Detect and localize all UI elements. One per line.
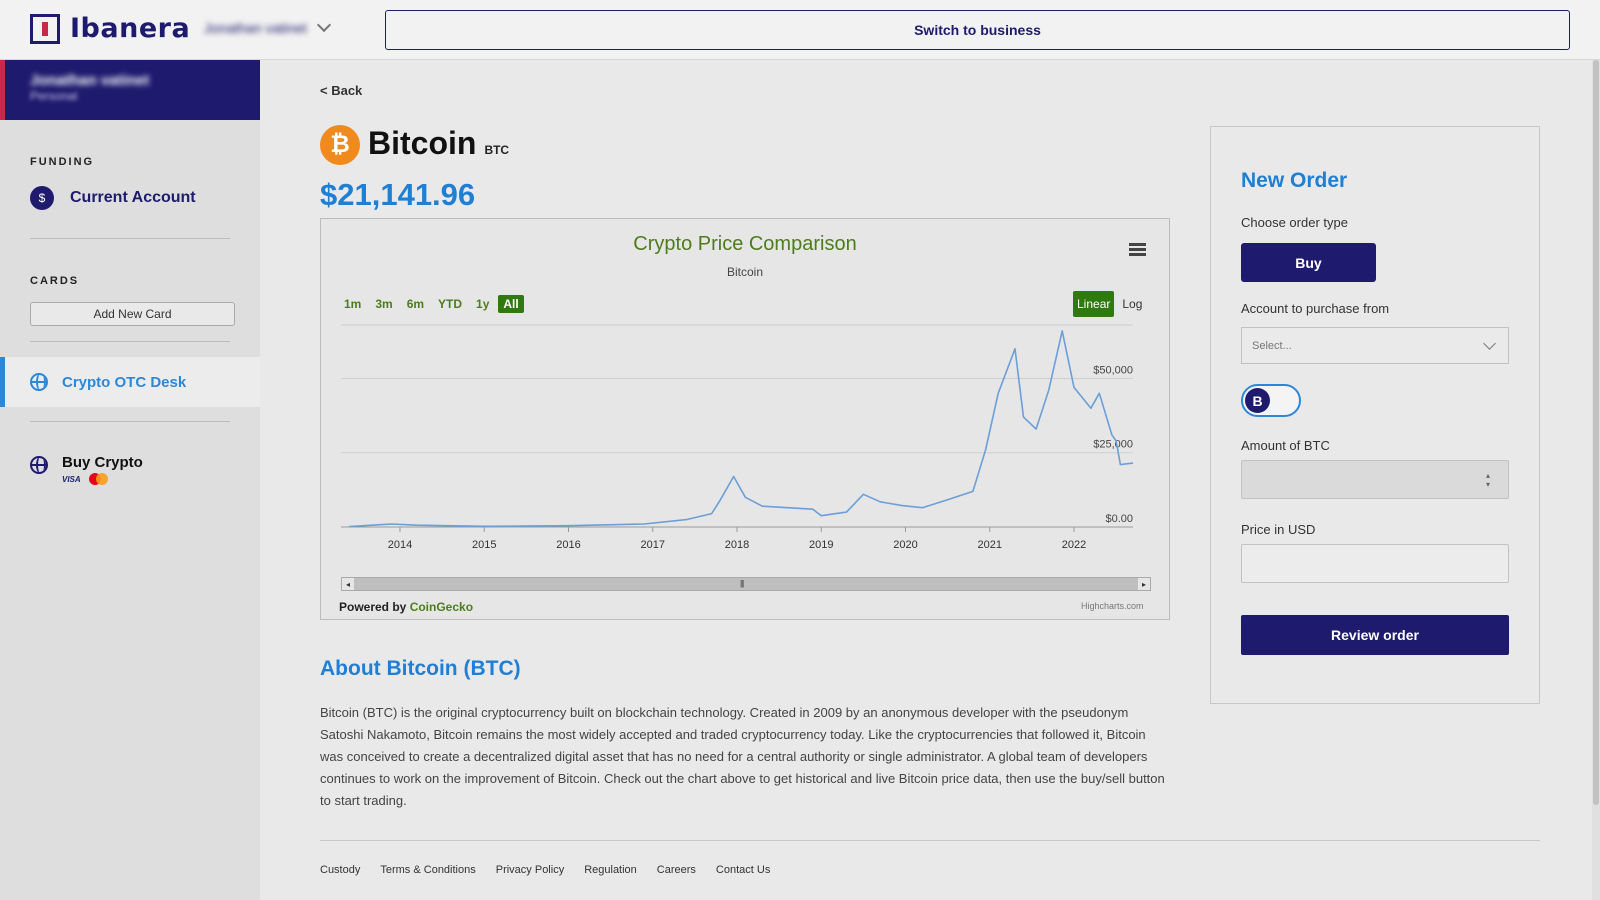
switch-to-business-button[interactable]: Switch to business [385, 10, 1570, 50]
x-tick-label: 2017 [641, 539, 665, 551]
dollar-icon: $ [30, 186, 54, 210]
price-series-line [349, 330, 1134, 528]
chart-title: Crypto Price Comparison [633, 233, 857, 255]
amount-label: Amount of BTC [1241, 438, 1330, 453]
account-select-value: Select... [1252, 339, 1292, 352]
x-tick-label: 2016 [556, 539, 580, 551]
price-input[interactable] [1241, 544, 1509, 583]
sidebar-item-crypto-otc-desk[interactable]: Crypto OTC Desk [0, 357, 260, 407]
range-button-all[interactable]: All [498, 295, 524, 313]
sidebar-item-current-account[interactable]: $ Current Account [0, 186, 260, 210]
x-tick-label: 2022 [1062, 539, 1086, 551]
sidebar-divider [30, 238, 230, 239]
range-button-1y[interactable]: 1y [476, 297, 490, 311]
page-scrollbar-thumb[interactable] [1593, 60, 1599, 805]
y-tick-label: $50,000 [1093, 364, 1133, 376]
footer-link[interactable]: Terms & Conditions [380, 864, 476, 876]
back-link[interactable]: < Back [320, 83, 363, 98]
x-tick-label: 2019 [809, 539, 833, 551]
x-tick-label: 2015 [472, 539, 496, 551]
price-label: Price in USD [1241, 522, 1316, 537]
footer-divider [320, 840, 1540, 841]
highcharts-credit[interactable]: Highcharts.com [1081, 601, 1144, 611]
footer-link[interactable]: Privacy Policy [495, 864, 565, 876]
x-tick-label: 2020 [893, 539, 917, 551]
chart-menu-icon[interactable] [1129, 243, 1146, 256]
amount-input[interactable]: ▴ ▾ [1241, 460, 1509, 499]
top-bar: Ibanera Jonathan vatinet Switch to busin… [0, 0, 1600, 60]
user-name: Jonathan vatinet [204, 20, 307, 36]
footer-link[interactable]: Regulation [584, 864, 637, 876]
about-title: About Bitcoin (BTC) [320, 657, 521, 680]
x-tick-label: 2021 [978, 539, 1002, 551]
bitcoin-toggle-icon: B [1245, 388, 1270, 413]
price-chart: $0.00 $25,000 $50,000 2014 2015 2016 2017 2018 2… [320, 218, 1170, 620]
scroll-grip-icon[interactable]: ||| [740, 579, 744, 588]
new-order-panel: New Order Choose order type Buy Account … [1210, 126, 1540, 704]
footer-link[interactable]: Careers [656, 864, 696, 876]
logo-text: Ibanera [70, 13, 191, 44]
scroll-left-icon[interactable]: ◂ [342, 578, 354, 590]
range-button-6m[interactable]: 6m [406, 297, 425, 311]
order-title: New Order [1241, 169, 1348, 192]
footer-links: Custody Terms & Conditions Privacy Policy R… [320, 864, 770, 876]
sidebar-divider [30, 421, 230, 422]
range-selector: 1m 3m 6m YTD 1y All [339, 295, 524, 313]
scale-linear-button[interactable]: Linear [1073, 291, 1115, 317]
stepper-icon[interactable]: ▴ ▾ [1485, 471, 1490, 489]
funding-section-label: FUNDING [30, 156, 95, 168]
account-label: Account to purchase from [1241, 301, 1390, 316]
coin-name: Bitcoin [368, 125, 477, 161]
mastercard-icon [88, 473, 109, 485]
order-type-label: Choose order type [1241, 215, 1348, 230]
scale-log-button[interactable]: Log [1122, 297, 1143, 311]
logo-mark-icon [30, 13, 60, 44]
globe-icon [30, 373, 48, 391]
coin-header: ₿ Bitcoin BTC [320, 125, 509, 165]
scale-selector: Linear Log [1073, 291, 1146, 317]
coingecko-link[interactable]: CoinGecko [409, 600, 474, 614]
y-tick-label: $0.00 [1105, 513, 1133, 525]
chart-plot: $0.00 $25,000 $50,000 2014 2015 2016 2017 2018 2… [341, 324, 1134, 551]
add-new-card-button[interactable]: Add New Card [30, 302, 235, 326]
review-order-button[interactable]: Review order [1241, 615, 1509, 655]
cards-section-label: CARDS [30, 275, 80, 287]
scroll-right-icon[interactable]: ▸ [1138, 578, 1150, 590]
profile-type: Personal [30, 89, 78, 103]
user-switcher[interactable]: Jonathan vatinet [204, 17, 331, 36]
x-tick-label: 2018 [725, 539, 749, 551]
visa-logo: VISA [62, 474, 81, 484]
ibanera-logo[interactable]: Ibanera [30, 13, 190, 44]
coin-price: $21,141.96 [320, 177, 476, 212]
chevron-down-icon [1483, 337, 1496, 350]
range-button-ytd[interactable]: YTD [438, 297, 463, 311]
bitcoin-icon: ₿ [320, 125, 360, 165]
sidebar-item-label: Buy Crypto [62, 454, 143, 471]
y-tick-label: $25,000 [1093, 439, 1133, 451]
powered-by: Powered by CoinGecko [339, 600, 473, 614]
powered-by-label: Powered by [339, 600, 410, 614]
profile-name: Jonathan vatinet [30, 72, 150, 89]
footer-link[interactable]: Contact Us [715, 864, 771, 876]
footer-link[interactable]: Custody [320, 864, 361, 876]
chart-navigator-scrollbar[interactable]: ◂ ||| ▸ [341, 577, 1151, 591]
sidebar-item-label: Crypto OTC Desk [62, 373, 187, 391]
currency-toggle[interactable]: B [1241, 384, 1301, 417]
account-select[interactable]: Select... [1241, 327, 1509, 364]
buy-button[interactable]: Buy [1241, 243, 1376, 282]
sidebar-item-buy-crypto[interactable]: Buy Crypto VISA [0, 454, 260, 485]
coin-symbol: BTC [484, 143, 510, 157]
sidebar-item-label: Current Account [70, 189, 196, 206]
profile-card[interactable]: Jonathan vatinet Personal [0, 60, 260, 120]
range-button-1m[interactable]: 1m [344, 297, 362, 311]
sidebar-divider [30, 341, 230, 342]
chevron-down-icon [316, 17, 331, 33]
globe-icon [30, 456, 48, 474]
chart-subtitle: Bitcoin [726, 265, 764, 279]
about-text: Bitcoin (BTC) is the original cryptocurr… [320, 705, 1165, 808]
x-tick-label: 2014 [388, 539, 412, 551]
range-button-3m[interactable]: 3m [375, 297, 393, 311]
